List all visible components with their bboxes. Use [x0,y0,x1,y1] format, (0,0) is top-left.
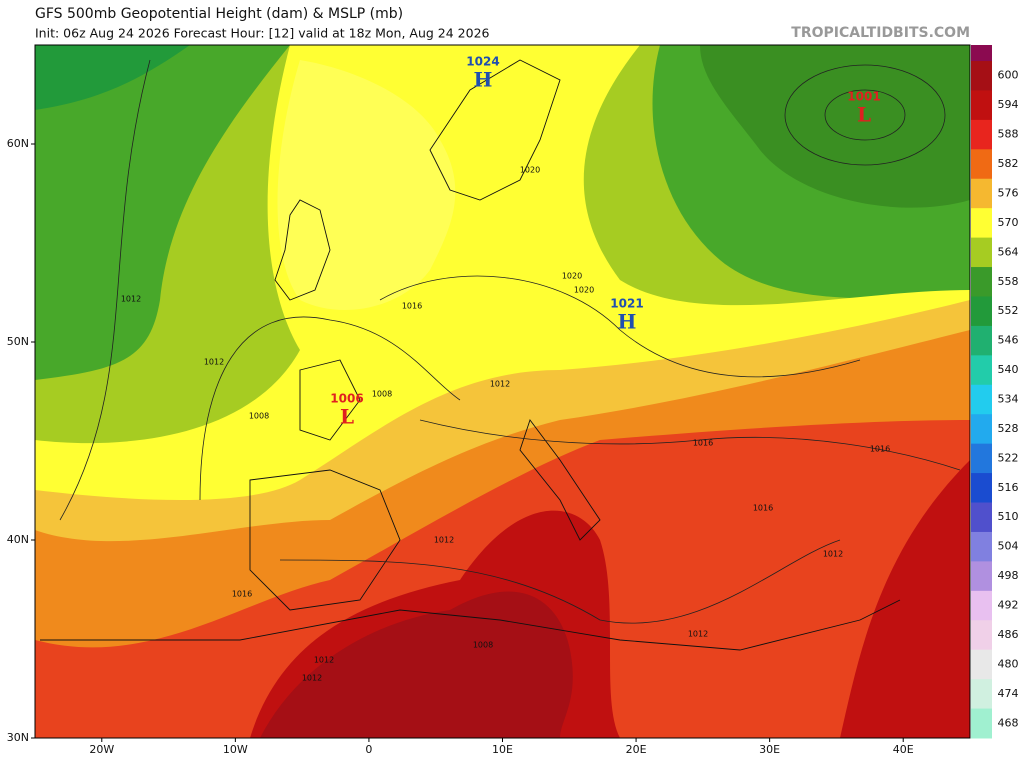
pressure-center: L [340,405,354,429]
colorbar-label: 528 [998,422,1019,435]
colorbar-label: 498 [998,569,1019,582]
isobar-label: 1008 [473,641,493,650]
isobar-label: 1012 [490,380,510,389]
colorbar-box [971,649,992,680]
x-tick-label: 0 [365,743,372,756]
title: GFS 500mb Geopotential Height (dam) & MS… [35,6,403,22]
colorbar-box [971,414,992,445]
colorbar-box [971,267,992,297]
colorbar-label: 570 [998,216,1019,229]
colorbar-box [971,119,992,150]
colorbar-box [971,178,992,209]
colorbar-label: 522 [998,451,1019,464]
colorbar: 600 594 588 582 576 570 564 558 552 546 540 534 528 5… [971,45,1019,739]
colorbar-box [971,61,992,91]
colorbar-box [971,384,992,415]
colorbar-box [971,149,992,180]
colorbar-label: 492 [998,599,1019,612]
y-tick-label: 40N [7,533,29,546]
colorbar-label: 546 [998,334,1019,347]
map-fill [35,45,970,738]
colorbar-label: 600 [998,69,1019,82]
isobar-label: 1016 [232,590,252,599]
colorbar-box [971,590,992,621]
colorbar-label: 474 [998,687,1019,700]
isobar-label: 1020 [520,166,540,175]
colorbar-box [971,90,992,121]
x-tick-label: 20E [626,743,647,756]
colorbar-box [971,208,992,239]
colorbar-cap [971,45,992,61]
colorbar-label: 516 [998,481,1019,494]
isobar-label: 1012 [204,358,224,367]
isobar-label: 1012 [121,295,141,304]
colorbar-box [971,443,992,474]
pressure-value: 1001 [847,90,880,104]
colorbar-label: 510 [998,510,1019,523]
isobar-label: 1016 [402,302,422,311]
colorbar-label: 480 [998,657,1019,670]
pressure-center: L [857,103,871,127]
isobar-label: 1020 [574,286,594,295]
subtitle: Init: 06z Aug 24 2026 Forecast Hour: [12… [35,26,490,41]
colorbar-label: 594 [998,98,1019,111]
x-tick-label: 40E [893,743,914,756]
pressure-center: H [618,310,637,334]
colorbar-label: 534 [998,393,1019,406]
colorbar-label: 540 [998,363,1019,376]
isobar-label: 1008 [249,412,269,421]
isobar-label: 1012 [688,630,708,639]
colorbar-box [971,355,992,386]
colorbar-label: 486 [998,628,1019,641]
colorbar-label: 576 [998,186,1019,199]
isobar-label: 1016 [753,504,773,513]
y-tick-label: 30N [7,731,29,744]
colorbar-label: 468 [998,716,1019,729]
colorbar-box [971,708,992,739]
x-tick-label: 30E [759,743,780,756]
colorbar-box [971,679,992,710]
colorbar-label: 558 [998,275,1019,288]
y-tick-label: 50N [7,335,29,348]
isobar-label: 1008 [372,390,392,399]
isobar-label: 1012 [314,656,334,665]
site-name: TROPICALTIDBITS.COM [791,25,970,41]
colorbar-box [971,502,992,533]
pressure-value: 1006 [330,392,363,406]
colorbar-label: 582 [998,157,1019,170]
isobar-label: 1012 [823,550,843,559]
pressure-center: H [474,68,493,92]
isobar-label: 1012 [434,536,454,545]
isobar-label: 1016 [870,445,890,454]
isobar-label: 1012 [302,674,322,683]
colorbar-label: 564 [998,245,1019,258]
colorbar-box [971,296,992,327]
colorbar-box [971,531,992,562]
colorbar-box [971,473,992,504]
colorbar-box [971,237,992,268]
pressure-value: 1021 [610,297,643,311]
y-tick-label: 60N [7,137,29,150]
colorbar-label: 504 [998,540,1019,553]
isobar-label: 1016 [693,439,713,448]
colorbar-box [971,325,992,356]
colorbar-box [971,561,992,592]
isobar-label: 1020 [562,272,582,281]
x-tick-label: 20W [89,743,114,756]
x-tick-label: 10E [492,743,513,756]
colorbar-label: 588 [998,128,1019,141]
colorbar-box [971,620,992,651]
pressure-value: 1024 [466,55,499,69]
x-tick-label: 10W [223,743,248,756]
colorbar-label: 552 [998,304,1019,317]
